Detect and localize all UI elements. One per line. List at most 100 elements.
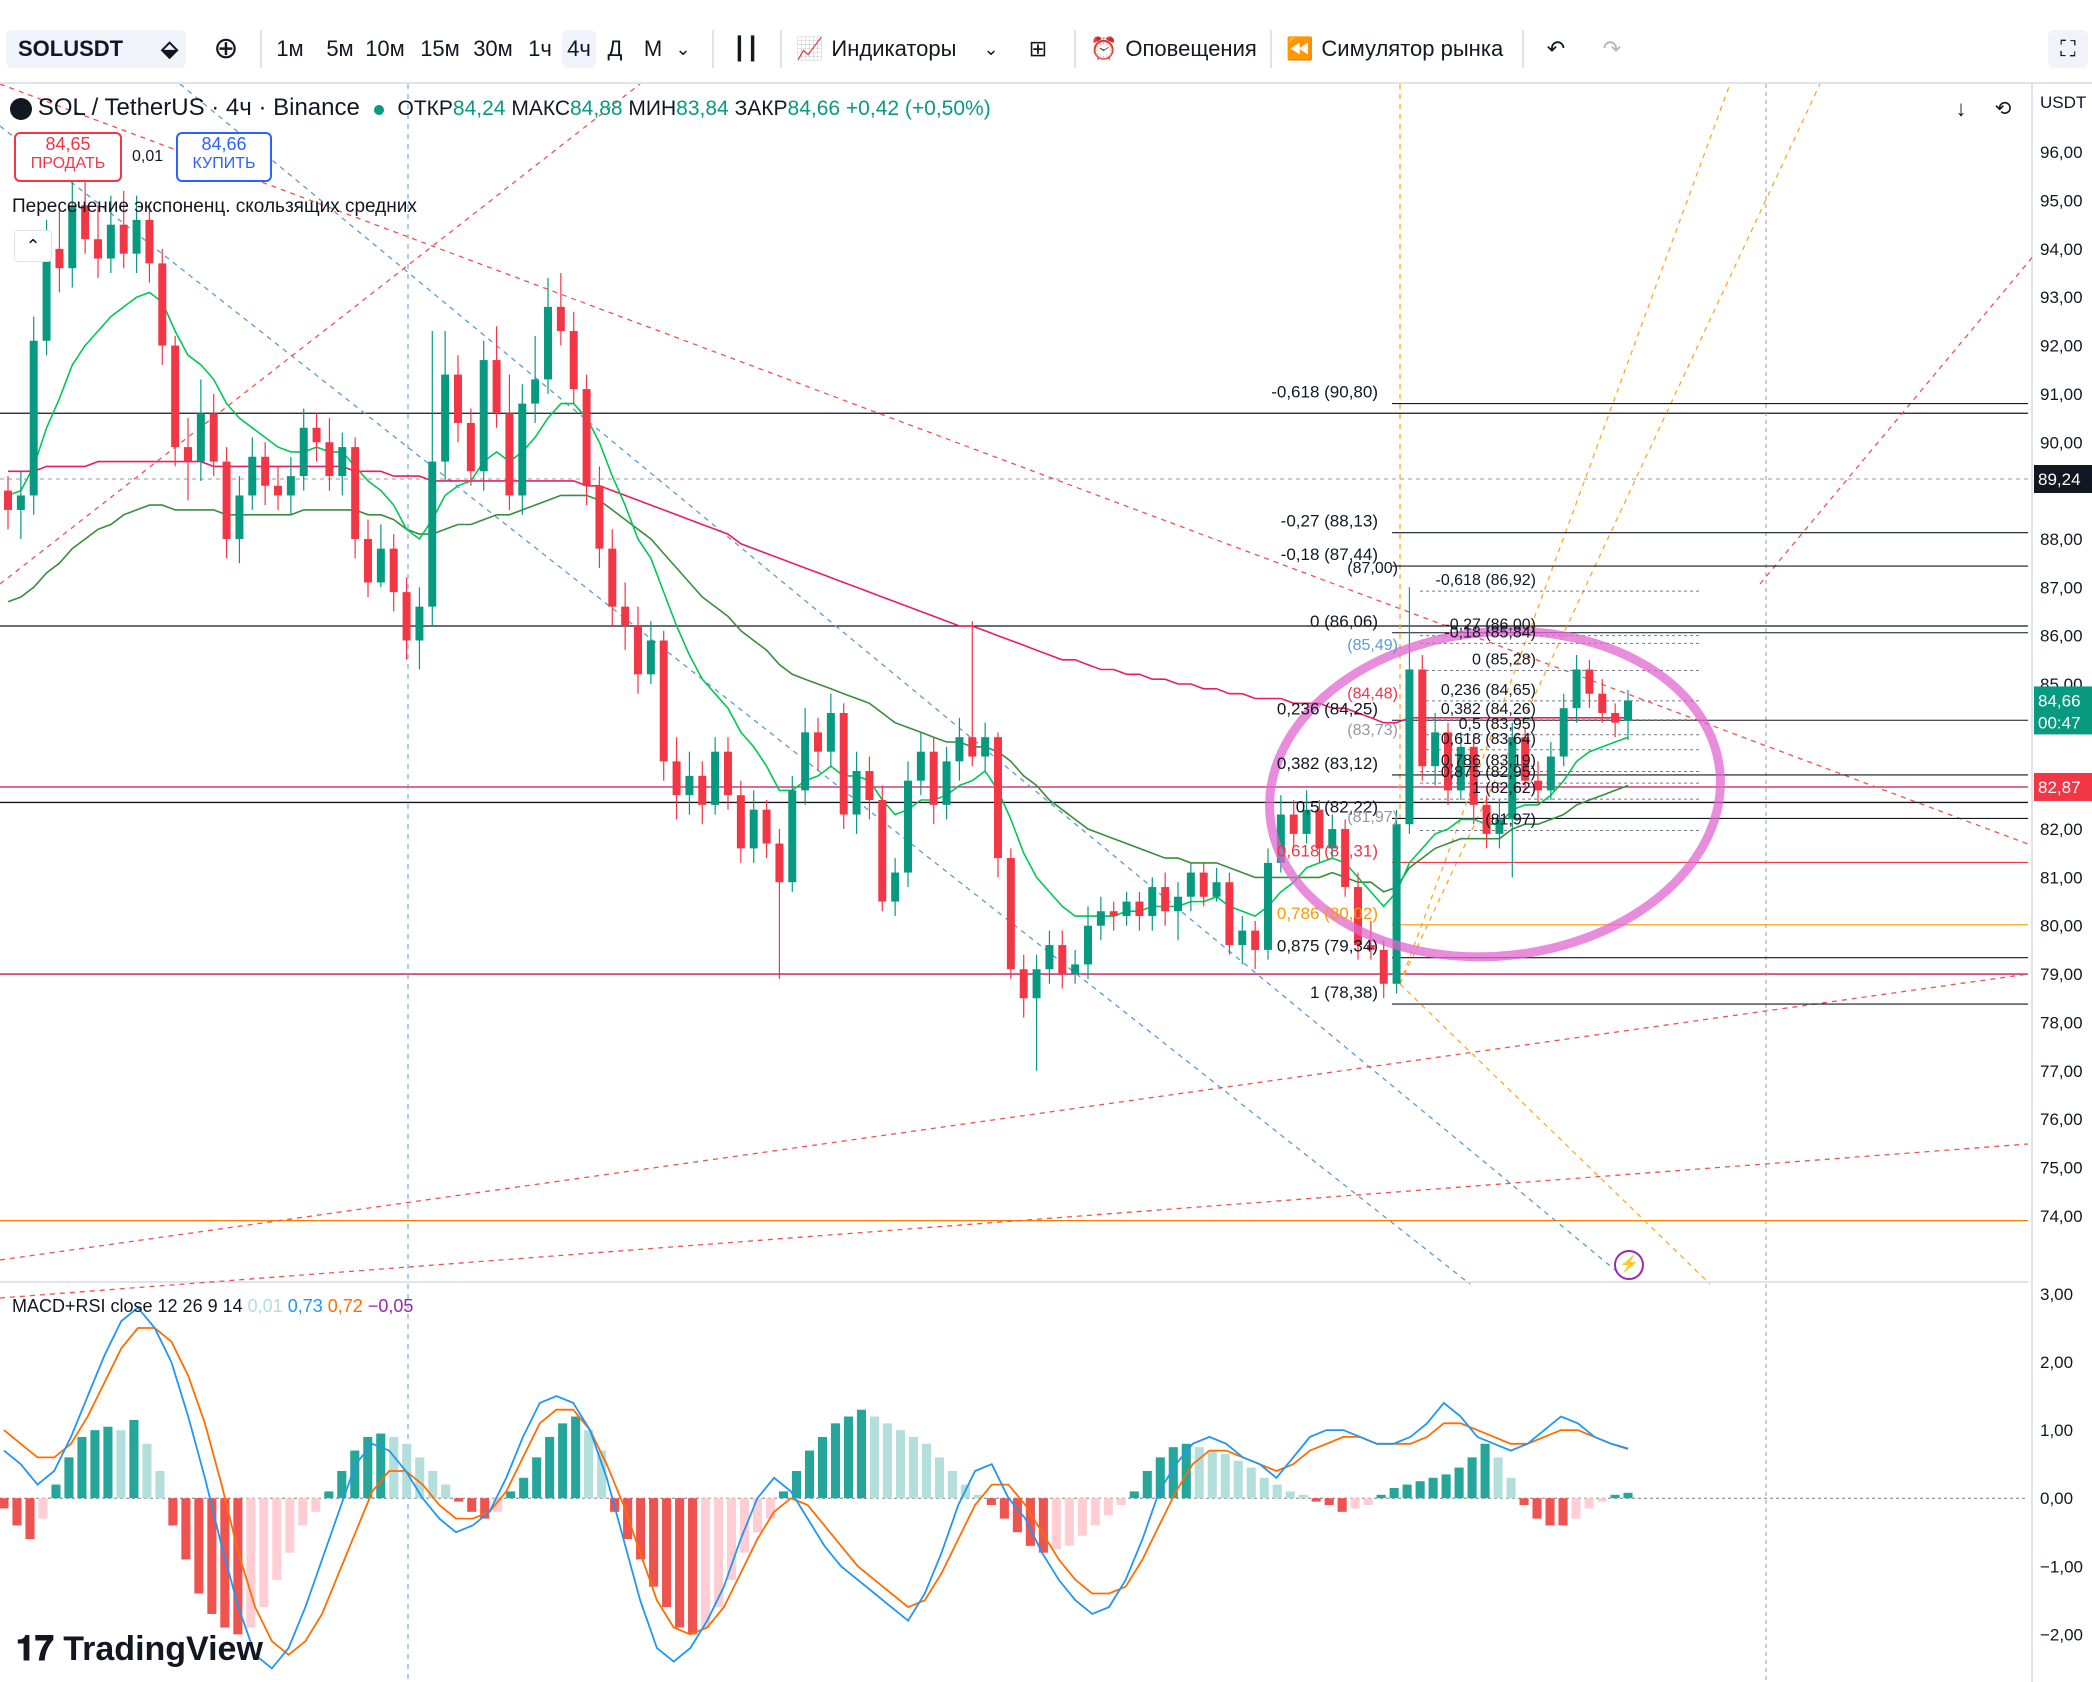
candle-body	[672, 761, 681, 796]
price-axis-tick-4: 92,00	[2040, 337, 2083, 356]
macd-histogram-bar	[194, 1498, 204, 1594]
candle-body	[1251, 930, 1260, 950]
fullscreen-icon[interactable]: ⛶	[2048, 30, 2088, 68]
undo-icon[interactable]: ↶	[1546, 36, 1566, 61]
indicators-button[interactable]: 📈 Индикаторы	[796, 30, 996, 68]
fib-left-label-1: -0,27 (88,13)	[1281, 512, 1378, 531]
candle-body	[1379, 949, 1388, 984]
macd-histogram-bar	[389, 1436, 399, 1499]
plus-circle-icon[interactable]: ⊕	[213, 32, 239, 65]
macd-value-4: −0,05	[367, 1296, 414, 1316]
fib-right-label-4: 0,236 (84,65)	[1441, 682, 1536, 699]
macd-name: MACD+RSI close 12 26 9 14	[12, 1296, 243, 1316]
replay-button[interactable]: ⏪ Симулятор рынка	[1286, 30, 1506, 68]
toolbar-separator	[712, 30, 714, 68]
macd-histogram-bar	[1142, 1470, 1152, 1499]
macd-histogram-bar	[90, 1430, 100, 1499]
candle-body	[274, 485, 282, 496]
candle-body	[29, 340, 38, 496]
fib-left-label-4: 0,236 (84,25)	[1277, 699, 1378, 718]
fib-left-label-10: 1 (78,38)	[1310, 983, 1378, 1002]
chart-canvas[interactable]: -0,618 (90,80) -0,27 (88,13) -0,18 (87,44)…	[0, 84, 2092, 1682]
chevron-down-icon[interactable]: ⌄	[675, 39, 691, 59]
macd-histogram-bar	[1532, 1498, 1542, 1519]
redo-icon[interactable]: ↷	[1602, 36, 1622, 61]
candle-body	[1109, 911, 1118, 917]
line-price-label: 82,87	[2038, 778, 2081, 797]
interval-8[interactable]: М	[643, 36, 663, 61]
interval-3[interactable]: 15м	[420, 36, 460, 61]
chart-area[interactable]: -0,618 (90,80) -0,27 (88,13) -0,18 (87,44)…	[0, 84, 2092, 1682]
symbol-search-button[interactable]: SOLUSDT ⬙	[6, 30, 186, 68]
trend-line-3	[0, 1143, 2029, 1299]
price-axis-tick-0: 96,00	[2040, 143, 2083, 162]
macd-histogram-bar	[1506, 1477, 1516, 1499]
macd-histogram-bar	[259, 1498, 269, 1608]
sell-button[interactable]: 84,65 ПРОДАТЬ	[14, 132, 122, 182]
macd-histogram-bar	[1064, 1498, 1074, 1546]
macd-histogram-bar	[1155, 1457, 1165, 1499]
chevron-down-icon[interactable]: ⌄	[983, 39, 999, 59]
macd-histogram-bar	[895, 1430, 905, 1499]
interval-2[interactable]: 10м	[365, 36, 405, 61]
candle-body	[1071, 964, 1080, 975]
macd-axis-tick-4: −1,00	[2040, 1557, 2083, 1576]
price-axis-tick-16: 77,00	[2040, 1062, 2083, 1081]
layout-icon[interactable]: ⊞	[1028, 36, 1048, 61]
candle-body	[1019, 969, 1028, 999]
candle-body	[454, 374, 462, 423]
macd-histogram-bar	[1376, 1494, 1386, 1499]
macd-histogram-bar	[584, 1430, 594, 1499]
candle-body	[505, 413, 514, 496]
macd-histogram-bar	[77, 1436, 87, 1499]
fib-extra-label-4: (81,97)	[1347, 809, 1398, 826]
macd-histogram-bar	[1324, 1498, 1334, 1506]
macd-histogram-bar	[12, 1498, 22, 1526]
macd-histogram-bar	[1597, 1498, 1607, 1502]
macd-histogram-bar	[1337, 1498, 1347, 1512]
price-axis-tick-6: 90,00	[2040, 433, 2083, 452]
candle-body	[81, 205, 90, 240]
collapse-legend-button[interactable]: ⌃	[14, 230, 52, 262]
interval-0[interactable]: 1м	[276, 36, 304, 61]
candle-body	[608, 548, 617, 607]
macd-histogram-bar	[519, 1477, 529, 1499]
macd-axis-tick-2: 1,00	[2040, 1421, 2073, 1440]
interval-6[interactable]: 4ч	[562, 30, 596, 68]
price-axis-tick-7: 88,00	[2040, 530, 2083, 549]
candle-body	[1341, 829, 1350, 888]
macd-histogram-bar	[142, 1443, 152, 1499]
interval-7[interactable]: Д	[607, 36, 623, 61]
macd-histogram-bar	[493, 1498, 503, 1512]
candles-icon[interactable]: ┃┃	[732, 36, 760, 61]
rewind-icon: ⏪	[1286, 36, 1314, 61]
refresh-icon[interactable]: ⟲	[1994, 98, 2012, 120]
price-axis-tick-2: 94,00	[2040, 240, 2083, 259]
arrow-down-icon[interactable]: ↓	[1955, 96, 1967, 121]
macd-histogram-bar	[324, 1491, 334, 1499]
crosshair-price-label: 89,24	[2038, 470, 2081, 489]
candle-body	[801, 732, 810, 791]
macd-histogram-bar	[571, 1416, 581, 1499]
replay-label: Симулятор рынка	[1321, 36, 1504, 61]
candle-body	[145, 219, 154, 264]
candle-body	[1058, 945, 1067, 975]
macd-histogram-bar	[337, 1470, 347, 1499]
candle-body	[364, 538, 372, 583]
interval-1[interactable]: 5м	[326, 36, 354, 61]
lightning-icon[interactable]: ⚡	[1614, 1250, 1644, 1280]
buy-label: КУПИТЬ	[192, 155, 256, 172]
buy-button[interactable]: 84,66 КУПИТЬ	[176, 132, 272, 182]
close-value: 84,66	[787, 97, 841, 120]
candle-body	[312, 427, 321, 443]
interval-4[interactable]: 30м	[473, 36, 513, 61]
open-value: 84,24	[452, 97, 506, 120]
interval-5[interactable]: 1ч	[528, 36, 552, 61]
alerts-button[interactable]: ⏰ Оповещения	[1090, 30, 1260, 68]
macd-histogram-bar	[727, 1498, 737, 1580]
diamond-icon[interactable]: ⬙	[161, 36, 178, 61]
candle-body	[711, 751, 720, 805]
candle-body	[775, 843, 784, 883]
candle-body	[325, 442, 334, 477]
candle-body	[248, 456, 257, 496]
